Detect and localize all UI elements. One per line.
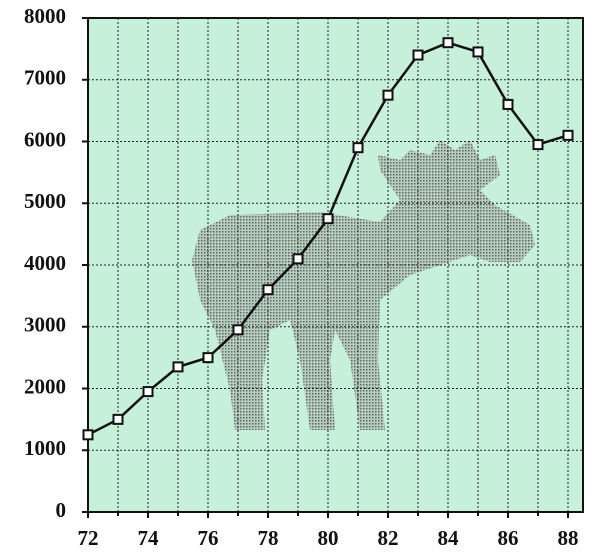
data-point [412, 49, 424, 61]
data-point [472, 46, 484, 58]
x-tick-label: 78 [258, 526, 279, 550]
data-point [292, 253, 304, 265]
y-tick-label: 1000 [24, 436, 66, 460]
x-tick-label: 74 [138, 526, 160, 550]
x-tick-label: 82 [378, 526, 399, 550]
x-tick-label: 88 [558, 526, 579, 550]
y-tick-label: 6000 [24, 127, 66, 151]
data-point [142, 386, 154, 398]
data-point [322, 213, 334, 225]
y-tick-label: 5000 [24, 189, 66, 213]
data-point [502, 98, 514, 110]
data-point [232, 324, 244, 336]
data-point [532, 139, 544, 151]
data-point [202, 352, 214, 364]
y-tick-label: 2000 [24, 374, 66, 398]
x-tick-label: 76 [198, 526, 219, 550]
data-point [82, 429, 94, 441]
y-tick-label: 4000 [24, 251, 66, 275]
x-tick-label: 84 [438, 526, 460, 550]
data-point [352, 142, 364, 154]
data-point [112, 413, 124, 425]
data-point [382, 89, 394, 101]
x-tick-label: 80 [318, 526, 339, 550]
y-tick-label: 0 [56, 498, 67, 522]
data-point [442, 37, 454, 49]
data-point [562, 129, 574, 141]
y-tick-label: 8000 [24, 4, 66, 28]
y-tick-label: 3000 [24, 313, 66, 337]
x-tick-label: 72 [78, 526, 99, 550]
data-point [262, 284, 274, 296]
y-tick-label: 7000 [24, 66, 66, 90]
moose-silhouette [192, 140, 535, 430]
plot-frame [87, 17, 584, 513]
x-tick-label: 86 [498, 526, 519, 550]
data-point [172, 361, 184, 373]
